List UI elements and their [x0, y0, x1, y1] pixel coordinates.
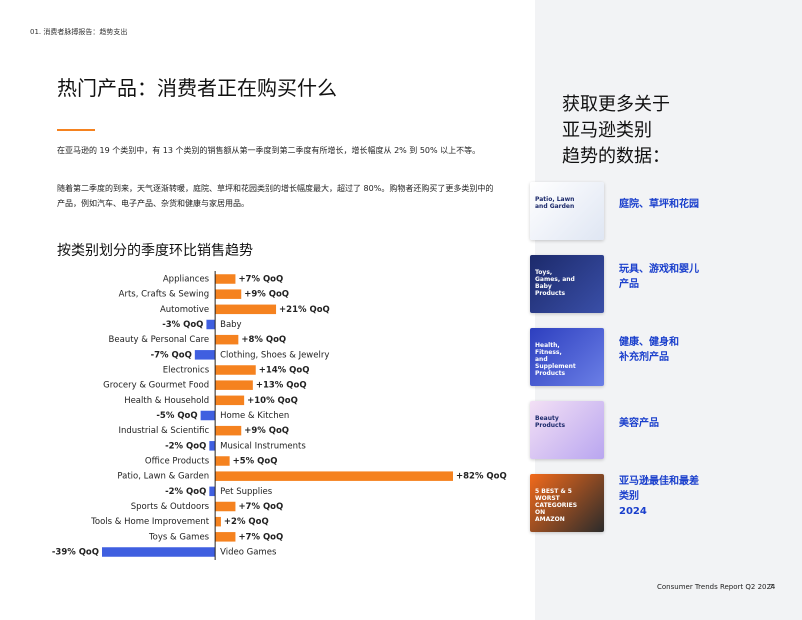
bar: [215, 304, 277, 315]
bar: [215, 425, 242, 436]
category-label: Patio, Lawn & Garden: [117, 472, 209, 482]
category-label: Tools & Home Improvement: [90, 517, 210, 527]
page-title: 热门产品：消费者正在购买什么: [57, 76, 337, 100]
category-label: Beauty & Personal Care: [109, 335, 210, 345]
category-label: Pet Supplies: [220, 487, 273, 497]
paragraph: 随着第二季度的到来，天气逐渐转暖，庭院、草坪和花园类别的增长幅度最大，超过了 8…: [57, 184, 494, 208]
category-label: Clothing, Shoes & Jewelry: [220, 350, 329, 360]
bar: [215, 289, 242, 299]
thumbnail-text: Patio, Lawn and Garden: [535, 196, 575, 210]
value-label: +82% QoQ: [456, 472, 507, 482]
bar: [215, 274, 236, 284]
sidebar-link[interactable]: 健康、健身和: [619, 337, 679, 348]
category-label: Automotive: [160, 305, 209, 315]
sidebar-link[interactable]: 美容产品: [619, 417, 659, 429]
bar: [215, 516, 221, 527]
sidebar-link[interactable]: 玩具、游戏和婴儿: [619, 264, 699, 275]
category-label: Musical Instruments: [220, 441, 306, 451]
category-label: Baby: [220, 320, 241, 330]
sidebar-title-line: 趋势的数据：: [562, 146, 670, 167]
sidebar-title-line: 获取更多关于: [562, 94, 670, 115]
thumbnail-text: Toys, Games, and Baby Products: [535, 269, 575, 297]
category-label: Grocery & Gourmet Food: [103, 381, 209, 391]
bar: [209, 441, 216, 451]
value-label: +7% QoQ: [238, 532, 283, 542]
bar: [215, 395, 245, 406]
value-label: -2% QoQ: [165, 441, 206, 451]
paragraph: 在亚马逊的 19 个类别中，有 13 个类别的销售额从第一季度到第二季度有所增长…: [57, 146, 481, 155]
category-label: Health & Household: [124, 396, 209, 406]
value-label: +7% QoQ: [238, 275, 283, 285]
category-label: Video Games: [220, 548, 277, 558]
bar: [215, 471, 453, 481]
value-label: +13% QoQ: [256, 381, 307, 391]
category-label: Arts, Crafts & Sewing: [119, 290, 209, 300]
bar: [215, 334, 239, 345]
thumbnail: Health, Fitness, and Supplement Products: [530, 328, 604, 386]
sidebar-title-line: 亚马逊类别: [562, 120, 652, 141]
value-label: +14% QoQ: [259, 366, 310, 376]
value-label: +7% QoQ: [238, 502, 283, 512]
value-label: -3% QoQ: [162, 320, 203, 330]
bar: [194, 350, 216, 360]
value-label: +21% QoQ: [279, 305, 330, 315]
value-label: +8% QoQ: [241, 335, 286, 345]
bar: [215, 532, 236, 542]
thumbnail: 5 BEST & 5 WORST CATEGORIES ON AMAZON: [530, 474, 604, 532]
page-number: 7: [769, 583, 774, 591]
thumbnail: Toys, Games, and Baby Products: [530, 255, 604, 313]
bar: [215, 456, 230, 466]
value-label: +2% QoQ: [224, 517, 269, 527]
category-label: Toys & Games: [148, 532, 210, 542]
thumbnail-text: 5 BEST & 5 WORST CATEGORIES ON AMAZON: [535, 488, 578, 523]
bar: [200, 410, 216, 421]
thumbnail-text: Beauty Products: [535, 415, 566, 429]
sidebar-link[interactable]: 庭院、草坪和花园: [619, 198, 699, 210]
value-label: -5% QoQ: [156, 411, 197, 421]
value-label: -39% QoQ: [52, 548, 99, 558]
category-label: Office Products: [145, 457, 210, 467]
sidebar-link[interactable]: 类别: [619, 490, 639, 502]
value-label: +10% QoQ: [247, 396, 298, 406]
bar: [215, 365, 256, 375]
breadcrumb: 01. 消费者脉搏报告：趋势支出: [30, 28, 128, 36]
bar: [206, 319, 216, 330]
value-label: -2% QoQ: [165, 487, 206, 497]
sidebar-link[interactable]: 亚马逊最佳和最差: [619, 475, 699, 487]
footer-report: Consumer Trends Report Q2 2024: [657, 583, 776, 591]
bar: [209, 486, 216, 497]
category-label: Home & Kitchen: [220, 411, 289, 421]
category-label: Sports & Outdoors: [131, 502, 210, 512]
thumbnail-text: Health, Fitness, and Supplement Products: [535, 342, 576, 377]
value-label: -7% QoQ: [151, 350, 192, 360]
accent-rule: [57, 129, 95, 131]
sidebar-link[interactable]: 2024: [619, 505, 647, 517]
category-label: Appliances: [163, 275, 210, 285]
value-label: +9% QoQ: [244, 426, 289, 436]
thumbnail: Beauty Products: [530, 401, 604, 459]
bar: [215, 501, 236, 512]
bar: [215, 380, 253, 390]
sidebar-link[interactable]: 补充剂产品: [619, 352, 669, 363]
value-label: +5% QoQ: [233, 457, 278, 467]
category-label: Electronics: [163, 366, 210, 376]
bar: [102, 547, 216, 557]
value-label: +9% QoQ: [244, 290, 289, 300]
chart-title: 按类别划分的季度环比销售趋势: [57, 243, 253, 259]
thumbnail: Patio, Lawn and Garden: [530, 182, 604, 240]
sidebar-link[interactable]: 产品: [619, 279, 639, 290]
category-label: Industrial & Scientific: [118, 426, 209, 436]
chart: Appliances +7% QoQ Arts, Crafts & Sewing +9…: [52, 271, 507, 560]
